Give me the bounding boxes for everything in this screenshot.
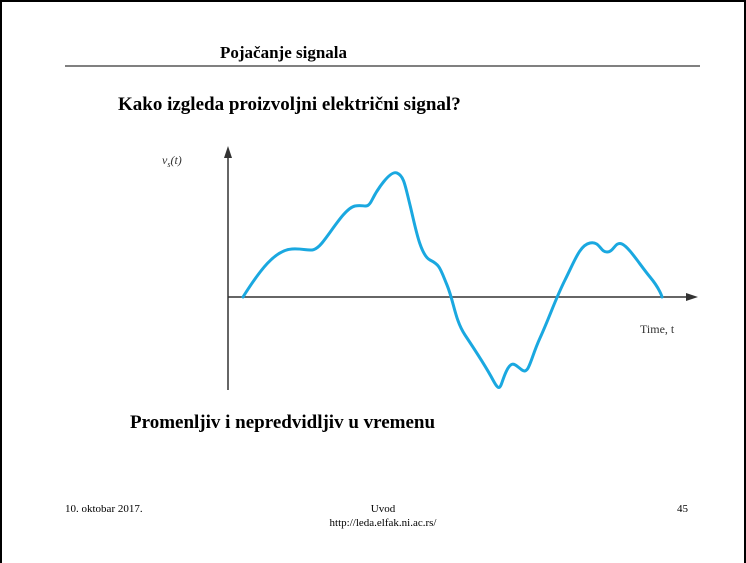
x-arrow xyxy=(686,293,698,301)
y-axis-label: vs(t) xyxy=(162,153,182,169)
y-arrow xyxy=(224,146,232,158)
y-subscript: s xyxy=(167,160,170,169)
footer-section: Uvod xyxy=(371,503,396,515)
slide-title: Pojačanje signala xyxy=(220,43,348,62)
footer-page: 45 xyxy=(677,503,689,515)
x-axis-label: Time, t xyxy=(640,322,675,336)
slide-subtitle: Kako izgleda proizvoljni električni sign… xyxy=(118,94,461,115)
caption: Promenljiv i nepredvidljiv u vremenu xyxy=(130,412,435,433)
signal-curve xyxy=(241,171,664,389)
y-symbol: v xyxy=(162,153,168,167)
y-argument: (t) xyxy=(170,153,181,167)
footer-date: 10. oktobar 2017. xyxy=(65,503,143,515)
signal-figure: vs(t) Time, t xyxy=(162,146,698,390)
footer-url: http://leda.elfak.ni.ac.rs/ xyxy=(330,517,438,529)
